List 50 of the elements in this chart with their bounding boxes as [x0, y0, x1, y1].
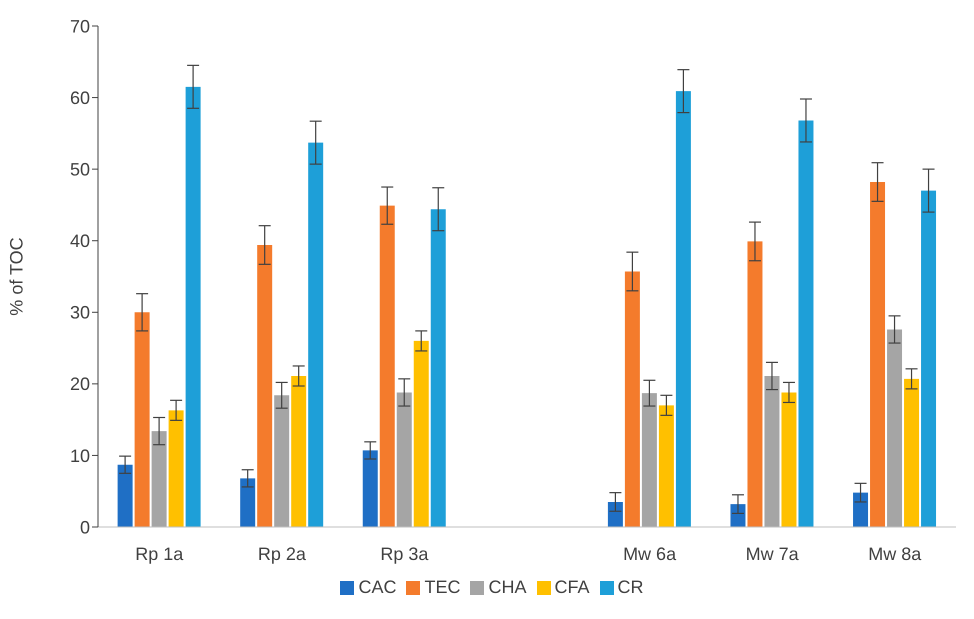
legend-label: TEC [424, 577, 460, 597]
bar [921, 190, 936, 527]
x-tick-label: Mw 7a [746, 544, 800, 564]
y-axis-title: % of TOC [6, 237, 26, 316]
y-tick-label: 30 [70, 302, 90, 323]
y-tick-label: 50 [70, 160, 90, 180]
x-tick-label: Rp 3a [380, 544, 430, 564]
y-tick-label: 40 [70, 231, 90, 252]
y-tick-label: 0 [80, 517, 90, 538]
bar [430, 209, 446, 527]
legend-label: CHA [488, 577, 526, 597]
x-tick-label: Mw 6a [623, 544, 678, 564]
bar [291, 376, 306, 527]
bar [134, 312, 150, 527]
bar [887, 329, 902, 527]
bar [608, 502, 623, 527]
bar [152, 431, 167, 527]
bar [870, 182, 886, 527]
bar [362, 450, 378, 527]
x-tick-label: Rp 2a [258, 544, 307, 564]
y-tick-label: 10 [70, 446, 90, 466]
bar [380, 206, 395, 527]
bar [747, 241, 762, 527]
y-tick-label: 20 [70, 374, 90, 394]
bar [168, 410, 184, 527]
bar [781, 392, 796, 527]
bar [642, 393, 657, 527]
bar [308, 142, 324, 527]
bar [257, 245, 272, 527]
bar [764, 376, 780, 527]
bar [676, 91, 691, 527]
bar [186, 86, 201, 527]
bar [798, 120, 814, 527]
bar [118, 464, 133, 527]
bar [853, 492, 868, 527]
bar [274, 395, 290, 527]
bar [624, 271, 640, 527]
bar [414, 340, 429, 527]
y-tick-label: 60 [70, 88, 90, 108]
y-tick-label: 70 [70, 16, 90, 36]
legend-label: CR [618, 577, 644, 597]
x-tick-label: Rp 1a [135, 544, 184, 564]
legend-label: CAC [358, 577, 396, 597]
x-tick-label: Mw 8a [868, 544, 922, 564]
legend-label: CFA [554, 577, 590, 597]
bar [396, 392, 412, 527]
bar [240, 478, 256, 527]
bar [904, 378, 920, 527]
bar [730, 504, 746, 527]
bar [658, 405, 674, 527]
